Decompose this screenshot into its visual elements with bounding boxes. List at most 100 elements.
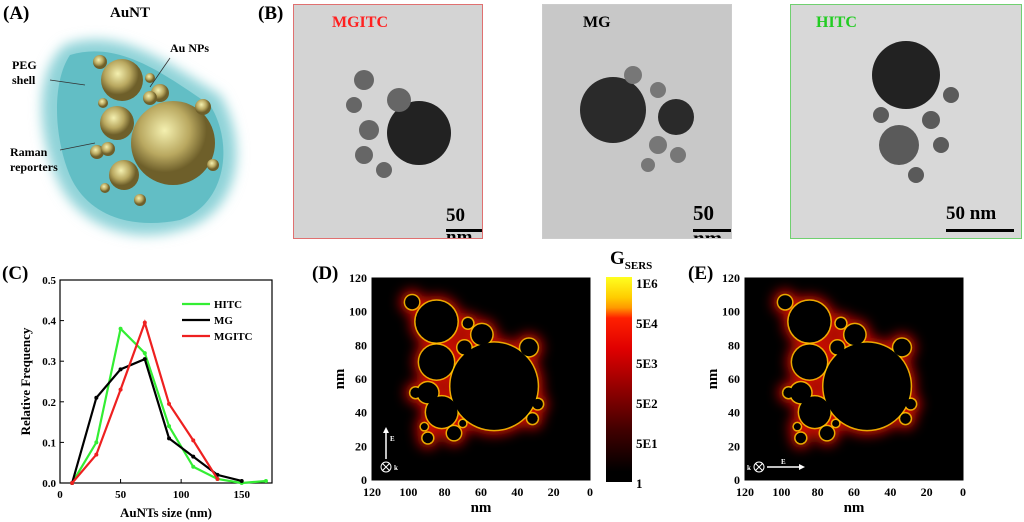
- panel-a-title: AuNT: [110, 5, 151, 21]
- y-tick-label: 0: [361, 473, 367, 487]
- data-point: [191, 464, 196, 469]
- y-tick-label: 60: [355, 372, 367, 386]
- x-tick-label: 0: [960, 485, 966, 499]
- data-point: [94, 452, 99, 457]
- size-distribution-chart: 0.0 0.1 0.2 0.3 0.4 0.5 0 50 100 150 AuNTs size (n…: [18, 275, 273, 520]
- x-tick-label: 20: [921, 485, 933, 499]
- y-tick-label: 20: [355, 439, 367, 453]
- y-tick-label: 100: [722, 305, 740, 319]
- colorbar: [606, 277, 632, 482]
- colorbar-tick-label: 1: [636, 476, 643, 491]
- nanoparticle: [422, 432, 434, 444]
- x-tick-label: 60: [475, 485, 487, 499]
- y-tick-label: 0.4: [42, 316, 56, 328]
- y-tick-label: 120: [722, 271, 740, 285]
- data-point: [191, 438, 196, 443]
- tem-image-mgitc: MGITC 50 nm: [293, 4, 483, 239]
- nanoparticle: [788, 300, 831, 343]
- plot-frame: [744, 277, 964, 481]
- data-point: [263, 478, 268, 483]
- k-vector-icon: [380, 461, 392, 473]
- x-tick-label: 60: [848, 485, 860, 499]
- nanoparticle: [520, 338, 538, 357]
- gsers-map-d: 120 100 80 60 40 20 0 0 20 40 60 80 100 120 nm nm Ek: [332, 271, 593, 516]
- x-tick-label: 0: [587, 485, 593, 499]
- tem-tag: MGITC: [332, 14, 388, 31]
- tem-image-mg: MG 50 nm: [542, 4, 732, 239]
- data-point: [118, 387, 123, 392]
- nanoparticle: [830, 340, 845, 355]
- tem-image-hitc: HITC 50 nm: [790, 4, 1022, 239]
- data-point: [70, 481, 75, 485]
- gsers-map-e: 120 100 80 60 40 20 0 0 20 40 60 80 100 120 nm nm Ek: [705, 271, 966, 516]
- x-axis-label: nm: [471, 500, 492, 516]
- nanoparticle: [419, 344, 454, 380]
- x-tick-label: 80: [812, 485, 824, 499]
- y-tick-label: 20: [728, 439, 740, 453]
- nanoparticle: [823, 342, 911, 430]
- y-tick-label: 80: [355, 338, 367, 352]
- nanoparticle: [835, 318, 847, 329]
- plot-frame: [371, 277, 591, 481]
- data-point: [142, 357, 147, 362]
- k-cross: [382, 463, 390, 471]
- nanoparticle: [415, 300, 458, 343]
- colorbar-tick-label: 5E3: [636, 356, 658, 371]
- nanoparticle: [893, 338, 911, 357]
- colorbar-title-main: G: [610, 248, 625, 269]
- panel-a-label: (A): [3, 3, 30, 24]
- data-point: [142, 320, 147, 325]
- data-point: [215, 476, 220, 481]
- k-vector-icon: [753, 461, 765, 473]
- x-axis-label: nm: [844, 500, 865, 516]
- y-tick-label: 0: [734, 473, 740, 487]
- series-line-mg: [71, 357, 242, 484]
- au-nanoparticles: [90, 55, 219, 206]
- scale-bar: [446, 229, 482, 232]
- nanoparticle: [405, 295, 420, 310]
- scale-bar-label: 50 nm: [693, 201, 723, 239]
- data-point: [167, 424, 172, 429]
- y-tick-label: 40: [355, 406, 367, 420]
- au-nps-label: Au NPs: [170, 41, 210, 55]
- y-tick-label: 100: [349, 305, 367, 319]
- nanoparticle: [778, 295, 793, 310]
- nanoparticle: [793, 423, 801, 431]
- x-tick-label: 100: [772, 485, 790, 499]
- y-tick-label: 0.2: [42, 397, 56, 409]
- nanoparticle: [426, 396, 458, 428]
- data-point: [191, 454, 196, 459]
- arrow-head: [383, 427, 389, 433]
- x-tick-label: 100: [173, 489, 190, 501]
- y-axis-label: nm: [332, 368, 348, 389]
- scale-bar: [946, 229, 1014, 232]
- x-tick-label: 120: [736, 485, 754, 499]
- legend-label: HITC: [214, 299, 242, 311]
- y-tick-label: 120: [349, 271, 367, 285]
- panel-b-label: (B): [258, 3, 284, 24]
- x-axis-label: AuNTs size (nm): [120, 505, 212, 520]
- colorbar-tick-label: 1E6: [636, 276, 658, 291]
- scale-bar: [693, 229, 731, 232]
- nanoparticle: [795, 432, 807, 444]
- tem-tag: HITC: [816, 14, 857, 31]
- nanoparticle: [457, 340, 472, 355]
- colorbar-tick-label: 5E4: [636, 316, 658, 331]
- x-tick-label: 40: [884, 485, 896, 499]
- k-cross: [755, 463, 763, 471]
- data-point: [167, 436, 172, 441]
- x-tick-label: 20: [548, 485, 560, 499]
- nanoparticle: [410, 387, 421, 398]
- data-point: [239, 478, 244, 483]
- x-tick-label: 50: [115, 489, 127, 501]
- data-point: [142, 351, 147, 356]
- colorbar-tick-label: 5E1: [636, 436, 658, 451]
- nanoparticle: [446, 426, 461, 441]
- nanoparticle: [900, 413, 911, 424]
- nanoparticle: [905, 398, 916, 410]
- e-label: E: [781, 458, 786, 466]
- nanoparticle: [832, 419, 840, 427]
- aunt-illustration: [41, 39, 237, 235]
- legend-label: MGITC: [214, 331, 253, 343]
- y-tick-label: 80: [728, 338, 740, 352]
